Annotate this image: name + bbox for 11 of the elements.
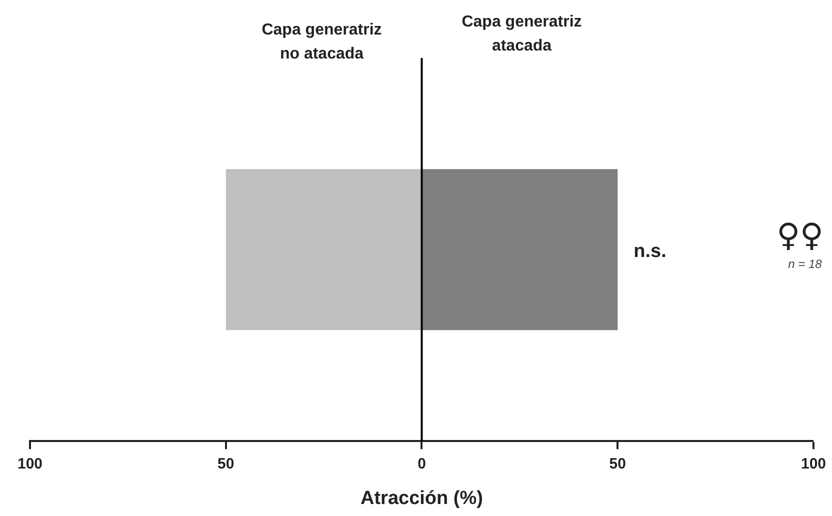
x-tick-label: 100 <box>800 455 826 472</box>
x-tick-label: 50 <box>609 455 626 472</box>
annotation: n.s. <box>634 240 666 262</box>
x-tick-label: 0 <box>418 455 426 472</box>
annotation: n = 18 <box>788 256 822 271</box>
annotation: Capa generatriz no atacada <box>262 21 382 62</box>
x-tick-label: 100 <box>17 455 43 472</box>
x-tick-label: 50 <box>218 455 234 472</box>
annotation: ♀♀ <box>776 216 824 254</box>
x-axis-title: Atracción (%) <box>360 488 483 509</box>
text: Capa generatriz atacada <box>462 13 582 54</box>
